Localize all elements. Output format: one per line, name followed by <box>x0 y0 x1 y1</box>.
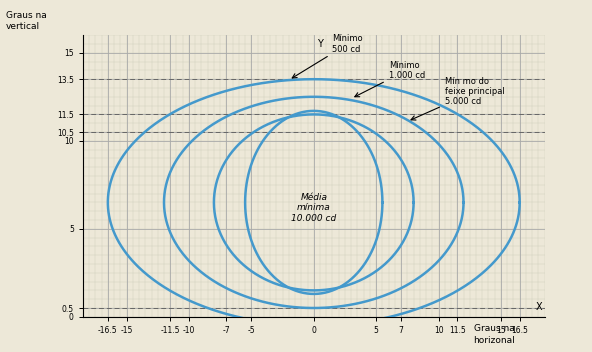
Text: Y: Y <box>317 39 323 49</box>
Text: Graus na
vertical: Graus na vertical <box>6 11 47 31</box>
Text: Graus na
horizonal: Graus na horizonal <box>474 324 516 345</box>
Text: Mínimo
500 cd: Mínimo 500 cd <box>292 34 363 78</box>
Text: X: X <box>536 302 542 312</box>
Text: Mínimo
1.000 cd: Mínimo 1.000 cd <box>355 61 425 97</box>
Text: Média
mínima
10.000 cd: Média mínima 10.000 cd <box>291 193 336 222</box>
Text: Mín mo do
feixe principal
5.000 cd: Mín mo do feixe principal 5.000 cd <box>411 77 504 120</box>
